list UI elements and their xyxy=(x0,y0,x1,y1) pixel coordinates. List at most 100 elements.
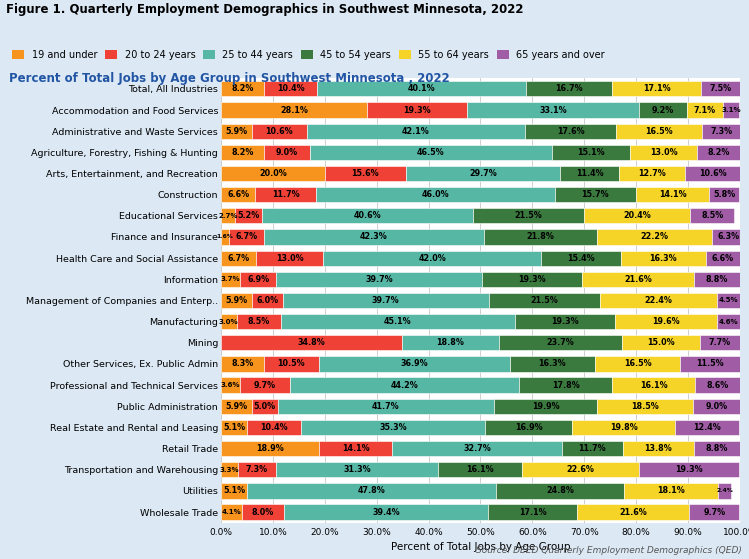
Text: 40.6%: 40.6% xyxy=(354,211,381,220)
Text: 9.0%: 9.0% xyxy=(276,148,298,157)
Bar xyxy=(525,124,616,139)
Bar xyxy=(438,462,522,477)
Bar xyxy=(624,484,718,499)
Bar xyxy=(467,102,639,117)
Bar xyxy=(221,208,235,224)
Text: 9.2%: 9.2% xyxy=(652,106,674,115)
Text: 32.7%: 32.7% xyxy=(463,444,491,453)
Text: 8.8%: 8.8% xyxy=(706,275,728,284)
Text: 10.5%: 10.5% xyxy=(277,359,305,368)
Text: 11.4%: 11.4% xyxy=(576,169,603,178)
Text: 5.1%: 5.1% xyxy=(223,423,245,432)
Bar xyxy=(685,166,740,181)
Bar xyxy=(494,399,597,414)
Bar xyxy=(522,462,640,477)
Text: 40.1%: 40.1% xyxy=(407,84,435,93)
Bar xyxy=(290,377,519,393)
Bar xyxy=(510,356,595,372)
Bar xyxy=(690,208,734,224)
Text: Source: DEED Quarterly Employment Demographics (QED): Source: DEED Quarterly Employment Demogr… xyxy=(476,546,742,555)
Bar xyxy=(255,250,324,266)
Bar xyxy=(392,441,562,456)
Bar xyxy=(687,102,724,117)
Bar xyxy=(601,293,717,308)
Bar xyxy=(221,504,242,520)
Bar xyxy=(221,166,325,181)
Bar xyxy=(694,272,740,287)
Text: 3.3%: 3.3% xyxy=(219,467,240,473)
Text: 19.9%: 19.9% xyxy=(532,402,560,411)
Text: 19.3%: 19.3% xyxy=(676,465,703,474)
Bar xyxy=(485,420,572,435)
Bar xyxy=(264,145,310,160)
Text: 17.1%: 17.1% xyxy=(519,508,547,517)
Bar xyxy=(597,399,694,414)
Text: 11.7%: 11.7% xyxy=(578,444,606,453)
Text: 11.5%: 11.5% xyxy=(697,359,724,368)
Text: 7.1%: 7.1% xyxy=(694,106,716,115)
Text: 7.3%: 7.3% xyxy=(246,465,268,474)
Bar xyxy=(401,335,499,350)
Bar xyxy=(221,272,240,287)
Bar xyxy=(252,124,306,139)
Bar xyxy=(301,420,485,435)
Text: 16.5%: 16.5% xyxy=(646,127,673,136)
Bar xyxy=(406,166,560,181)
Text: 35.3%: 35.3% xyxy=(379,423,407,432)
Text: 16.5%: 16.5% xyxy=(624,359,652,368)
Bar xyxy=(264,356,318,372)
Text: 18.5%: 18.5% xyxy=(631,402,659,411)
Bar xyxy=(712,229,745,245)
Bar xyxy=(324,250,542,266)
Text: 41.7%: 41.7% xyxy=(372,402,399,411)
Legend: 19 and under, 20 to 24 years, 25 to 44 years, 45 to 54 years, 55 to 64 years, 65: 19 and under, 20 to 24 years, 25 to 44 y… xyxy=(12,50,605,59)
Text: 3.6%: 3.6% xyxy=(220,382,240,388)
Text: 5.2%: 5.2% xyxy=(237,211,260,220)
Text: 46.5%: 46.5% xyxy=(417,148,445,157)
Text: 13.0%: 13.0% xyxy=(650,148,678,157)
Bar xyxy=(221,420,247,435)
Text: 8.2%: 8.2% xyxy=(231,148,253,157)
Bar xyxy=(499,335,622,350)
Text: 22.4%: 22.4% xyxy=(645,296,673,305)
Text: 1.6%: 1.6% xyxy=(216,234,234,239)
Bar xyxy=(680,356,740,372)
Text: 18.8%: 18.8% xyxy=(437,338,464,347)
Bar xyxy=(484,229,597,245)
Bar xyxy=(700,335,740,350)
Text: 12.4%: 12.4% xyxy=(694,423,721,432)
Bar xyxy=(221,250,255,266)
Bar xyxy=(221,187,255,202)
Text: 6.9%: 6.9% xyxy=(247,275,269,284)
Bar xyxy=(694,399,740,414)
Bar xyxy=(694,441,740,456)
Text: 16.1%: 16.1% xyxy=(467,465,494,474)
Bar xyxy=(221,399,252,414)
Bar xyxy=(488,504,577,520)
Text: 42.3%: 42.3% xyxy=(360,233,388,241)
Bar xyxy=(616,124,702,139)
Text: 18.1%: 18.1% xyxy=(658,486,685,495)
Bar xyxy=(697,145,740,160)
Bar xyxy=(562,441,622,456)
Text: 18.9%: 18.9% xyxy=(256,444,284,453)
Text: 6.7%: 6.7% xyxy=(236,233,258,241)
Bar xyxy=(252,399,278,414)
Bar xyxy=(577,504,689,520)
Text: 21.6%: 21.6% xyxy=(625,275,652,284)
Bar xyxy=(221,229,229,245)
Text: 5.8%: 5.8% xyxy=(713,190,736,199)
Bar xyxy=(310,145,551,160)
Bar xyxy=(639,102,687,117)
Text: 9.0%: 9.0% xyxy=(706,402,728,411)
Text: 9.7%: 9.7% xyxy=(254,381,276,390)
X-axis label: Percent of Total Jobs by Age Group: Percent of Total Jobs by Age Group xyxy=(391,542,570,552)
Text: 33.1%: 33.1% xyxy=(539,106,567,115)
Bar xyxy=(701,81,740,97)
Bar xyxy=(526,81,613,97)
Text: 44.2%: 44.2% xyxy=(391,381,419,390)
Text: 8.5%: 8.5% xyxy=(701,211,724,220)
Bar xyxy=(595,356,680,372)
Text: 28.1%: 28.1% xyxy=(280,106,308,115)
Text: 22.2%: 22.2% xyxy=(640,233,668,241)
